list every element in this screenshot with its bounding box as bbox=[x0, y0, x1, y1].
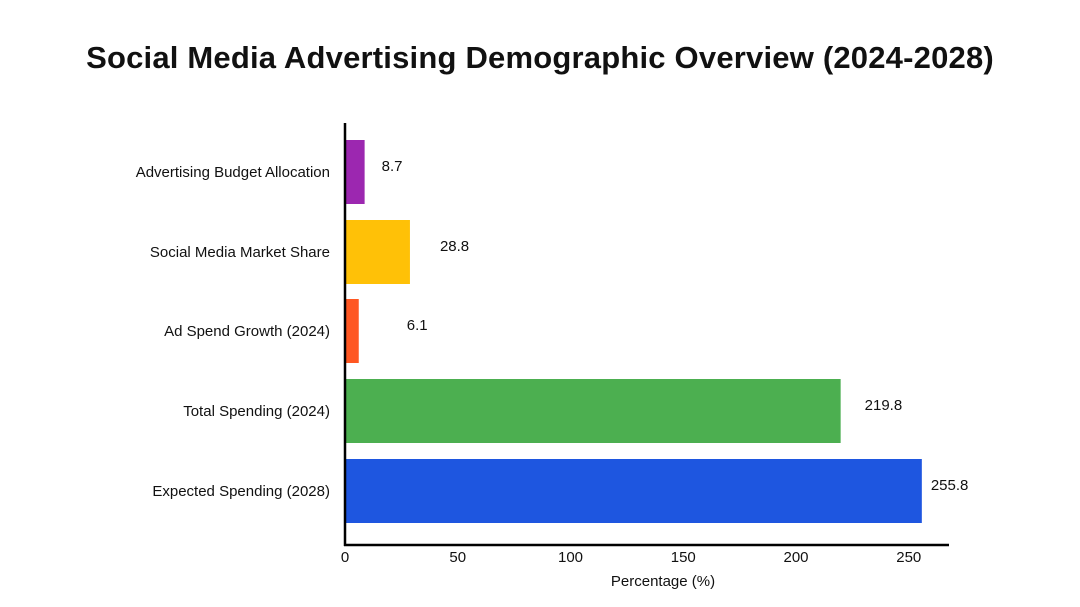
category-label: Social Media Market Share bbox=[150, 244, 330, 261]
data-label: 6.1 bbox=[407, 317, 428, 334]
bar bbox=[345, 299, 359, 363]
category-label: Advertising Budget Allocation bbox=[136, 164, 330, 181]
data-label: 8.7 bbox=[382, 158, 403, 175]
bar bbox=[345, 459, 922, 523]
x-tick-label: 0 bbox=[341, 549, 349, 566]
data-label: 255.8 bbox=[931, 477, 969, 494]
bar bbox=[345, 220, 410, 284]
chart-title: Social Media Advertising Demographic Ove… bbox=[86, 40, 994, 75]
x-tick-label: 250 bbox=[896, 549, 921, 566]
data-label: 28.8 bbox=[440, 238, 469, 255]
category-label: Expected Spending (2028) bbox=[152, 483, 330, 500]
x-tick-label: 150 bbox=[671, 549, 696, 566]
x-tick-label: 100 bbox=[558, 549, 583, 566]
bar bbox=[345, 379, 841, 443]
x-tick-label: 200 bbox=[783, 549, 808, 566]
x-axis-label: Percentage (%) bbox=[611, 573, 715, 590]
data-label: 219.8 bbox=[865, 397, 903, 414]
bar bbox=[345, 140, 365, 204]
x-tick-label: 50 bbox=[449, 549, 466, 566]
category-label: Total Spending (2024) bbox=[183, 403, 330, 420]
category-label: Ad Spend Growth (2024) bbox=[164, 323, 330, 340]
